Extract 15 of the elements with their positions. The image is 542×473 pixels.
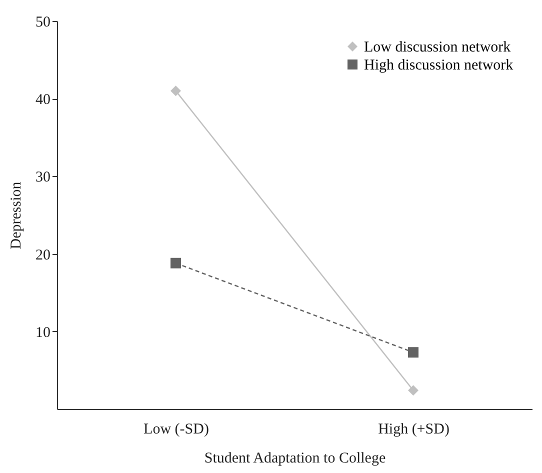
x-tick-label: Low (-SD): [144, 422, 209, 438]
y-tick-label: 10: [36, 324, 50, 341]
y-axis-title: Depression: [8, 181, 24, 250]
legend-label: Low discussion network: [364, 40, 512, 56]
point: [408, 347, 418, 358]
y-tick-label: 50: [36, 14, 50, 30]
point: [170, 86, 181, 96]
x-axis-title: Student Adaptation to College: [204, 450, 386, 466]
y-tick-label: 30: [36, 170, 50, 186]
legend-label: High discussion network: [364, 58, 514, 74]
y-tick-label: 20: [36, 247, 50, 264]
point: [170, 258, 181, 268]
point: [408, 385, 418, 396]
y-tick-label: 40: [36, 92, 50, 108]
x-tick-label: High (+SD): [378, 422, 450, 438]
